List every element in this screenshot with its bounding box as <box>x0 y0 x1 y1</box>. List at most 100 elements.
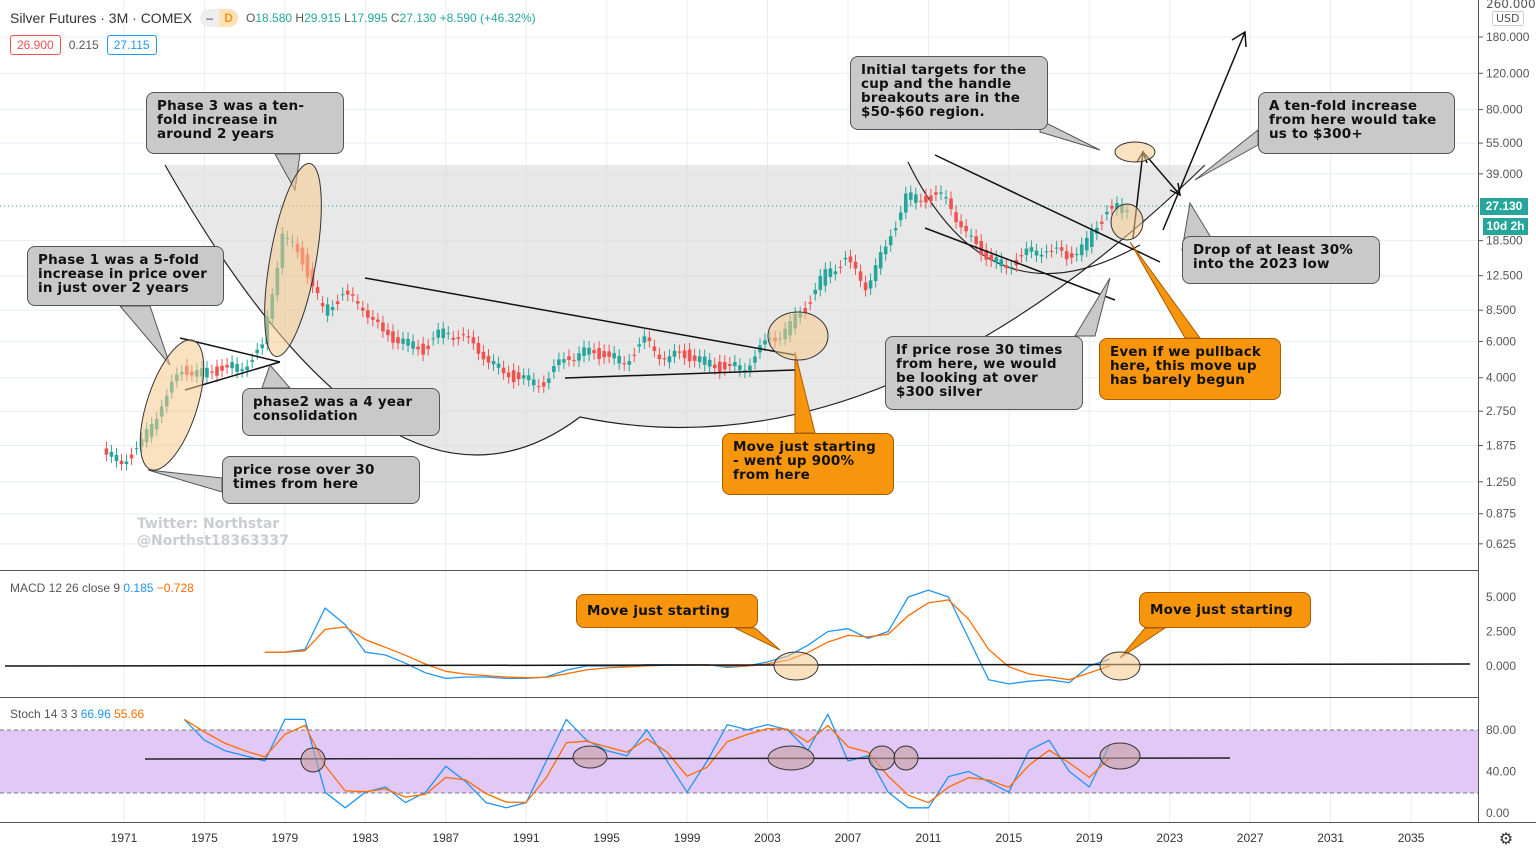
candle-body <box>728 364 732 367</box>
price-tick: 260.000 <box>1486 0 1536 11</box>
axes: 260.000 180.000 120.000 80.000 55.000 39.000 1… <box>111 0 1536 848</box>
watermark: Twitter: Northstar @Northst18363337 <box>137 516 289 549</box>
candle-body <box>1029 247 1034 252</box>
year-tick: 2031 <box>1317 831 1344 845</box>
candle-body <box>541 382 546 387</box>
candle-body <box>1024 248 1029 256</box>
year-tick: 1983 <box>352 831 379 845</box>
candle-body <box>1084 237 1089 251</box>
candle-body <box>386 329 390 336</box>
candle-body <box>486 355 491 363</box>
candle-body <box>536 386 541 388</box>
candle-body <box>617 356 622 364</box>
candle-body <box>984 249 989 260</box>
callout-pullback: Even if we pullback here, this move up h… <box>1099 338 1281 400</box>
candle-body <box>994 257 999 263</box>
candle-body <box>823 269 828 286</box>
currency-label[interactable]: USD <box>1492 11 1524 26</box>
callout-move900: Move just starting - went up 900% from h… <box>722 433 894 495</box>
spread: 0.215 <box>68 38 99 52</box>
price-tick: 55.000 <box>1486 136 1523 150</box>
candle-body <box>426 345 430 350</box>
year-tick: 1991 <box>513 831 540 845</box>
price-tick: 1.250 <box>1486 475 1516 489</box>
candle-body <box>843 257 848 260</box>
cup-shading <box>165 165 1205 456</box>
candle-body <box>808 302 813 304</box>
sell-button[interactable]: 26.900 <box>10 35 61 55</box>
mode-toggle[interactable]: – D <box>200 9 239 27</box>
candle-body <box>657 354 662 360</box>
candle-body <box>1059 247 1064 251</box>
candle-body <box>979 240 983 255</box>
candle-body <box>717 361 722 373</box>
candle-body <box>692 355 697 361</box>
candle-body <box>722 362 727 370</box>
candle-body <box>250 360 255 362</box>
year-tick: 2023 <box>1156 831 1183 845</box>
macd-legend: MACD 12 26 close 9 0.185 −0.728 <box>10 581 194 595</box>
candle-body <box>702 356 707 365</box>
candle-body <box>1105 211 1109 215</box>
candle-body <box>330 307 335 311</box>
candle-body <box>526 375 531 381</box>
candle-body <box>345 290 350 295</box>
buy-button[interactable]: 27.115 <box>106 35 157 55</box>
candle-body <box>134 448 139 450</box>
stoch-ellipses <box>300 742 1141 773</box>
candle-body <box>748 365 752 371</box>
candle-body <box>959 221 963 228</box>
macd-zero-line <box>4 663 1471 667</box>
candle-body <box>416 346 420 350</box>
macd-tick: 2.500 <box>1486 625 1516 639</box>
candle-body <box>627 360 632 365</box>
candle-body <box>572 360 576 362</box>
candle-body <box>114 454 119 462</box>
candle-body <box>436 329 441 338</box>
last-price-tag: 27.130 <box>1480 198 1528 215</box>
candle-body <box>647 337 652 342</box>
candle-body <box>592 349 596 354</box>
candle-body <box>1079 244 1084 256</box>
candle-body <box>506 372 511 378</box>
candle-body <box>909 192 913 200</box>
callout-price30: price rose over 30 times from here <box>222 456 420 504</box>
candle-body <box>883 246 888 255</box>
candle-body <box>129 454 134 459</box>
candle-body <box>712 364 717 369</box>
price-tick: 0.625 <box>1486 537 1516 551</box>
highlight-ellipses <box>139 141 1156 681</box>
macd-tick: 0.000 <box>1486 659 1516 673</box>
cup-curve <box>164 164 1206 456</box>
candle-body <box>481 351 486 360</box>
stoch-k-line <box>183 713 1110 809</box>
candle-body <box>989 254 994 261</box>
candle-body <box>687 349 692 362</box>
candle-body <box>441 328 446 339</box>
candle-body <box>919 200 923 202</box>
stoch-tick: 0.00 <box>1486 806 1510 820</box>
settings-icon: ⚙ <box>1499 829 1513 848</box>
candle-body <box>944 197 948 199</box>
candle-body <box>612 353 616 359</box>
candle-body <box>215 366 219 376</box>
symbol-title[interactable]: Silver Futures · 3M · COMEX <box>10 10 193 26</box>
year-tick: 1995 <box>593 831 620 845</box>
candle-body <box>119 460 124 465</box>
stoch-tick: 80.00 <box>1486 723 1516 737</box>
price-tick: 6.000 <box>1486 334 1516 348</box>
candle-body <box>1039 254 1044 257</box>
candle-body <box>1115 203 1119 210</box>
candle-body <box>406 338 410 346</box>
ohlc-values: O18.580 H29.915 L17.995 C27.130 +8.590 (… <box>246 11 536 25</box>
candle-body <box>109 451 114 457</box>
candle-body <box>803 308 808 313</box>
candle-body <box>205 367 209 378</box>
candle-body <box>949 198 953 210</box>
candle-body <box>637 344 642 347</box>
year-tick: 1987 <box>432 831 459 845</box>
candle-body <box>511 370 516 383</box>
candle-body <box>858 271 863 281</box>
candle-body <box>567 356 571 360</box>
candle-body <box>853 261 858 269</box>
